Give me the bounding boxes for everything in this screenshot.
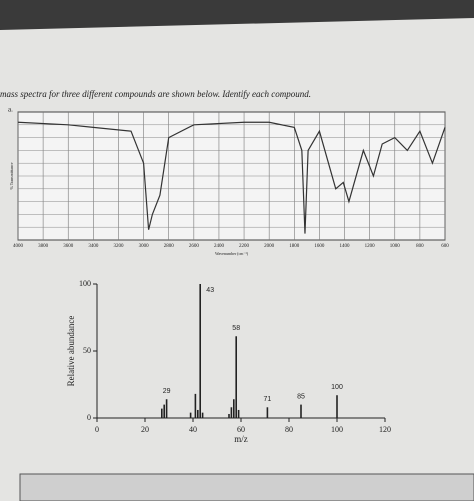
x-tick-label: 2000 xyxy=(264,244,275,249)
x-tick-label: 3000 xyxy=(139,244,150,249)
y-tick-label: 100 xyxy=(79,279,91,288)
peak-label: 29 xyxy=(163,388,171,395)
x-tick-label: 2200 xyxy=(239,244,250,249)
x-tick-label: 20 xyxy=(141,425,149,434)
x-tick-label: 3800 xyxy=(38,244,49,249)
instructions: mass spectra for three different compoun… xyxy=(0,89,311,99)
x-tick-label: 1800 xyxy=(289,244,300,249)
x-tick-label: 0 xyxy=(95,425,99,434)
peak-label: 58 xyxy=(232,325,240,332)
x-tick-label: 600 xyxy=(441,244,449,249)
x-tick-label: 4000 xyxy=(13,244,24,249)
x-tick-label: 2400 xyxy=(214,244,225,249)
peak-label: 43 xyxy=(206,287,214,294)
x-axis-label: Wavenumber (cm⁻¹) xyxy=(215,251,249,256)
x-tick-label: 800 xyxy=(416,244,424,249)
x-tick-label: 3600 xyxy=(63,244,74,249)
x-tick-label: 80 xyxy=(285,425,293,434)
y-tick-label: 50 xyxy=(83,346,91,355)
x-tick-label: 1600 xyxy=(314,244,325,249)
x-tick-label: 2800 xyxy=(164,244,175,249)
x-tick-label: 1400 xyxy=(340,244,351,249)
next-spectrum xyxy=(19,473,474,501)
x-tick-label: 100 xyxy=(331,425,343,434)
x-axis-label: m/z xyxy=(234,434,248,444)
y-axis-label: Relative abundance xyxy=(66,316,76,387)
peak-label: 100 xyxy=(331,384,343,391)
peak-label: 71 xyxy=(264,396,272,403)
y-axis-label: % Transmittance xyxy=(9,162,14,189)
x-tick-label: 1000 xyxy=(390,244,401,249)
y-tick-label: 0 xyxy=(87,413,91,422)
x-tick-label: 120 xyxy=(379,425,391,434)
x-tick-label: 2600 xyxy=(189,244,200,249)
peak-label: 85 xyxy=(297,393,305,400)
x-tick-label: 3200 xyxy=(113,244,124,249)
x-tick-label: 1200 xyxy=(365,244,376,249)
part-label: a. xyxy=(8,106,13,114)
x-tick-label: 60 xyxy=(237,425,245,434)
x-tick-label: 3400 xyxy=(88,244,99,249)
x-tick-label: 40 xyxy=(189,425,197,434)
spectrum-line xyxy=(17,121,446,234)
